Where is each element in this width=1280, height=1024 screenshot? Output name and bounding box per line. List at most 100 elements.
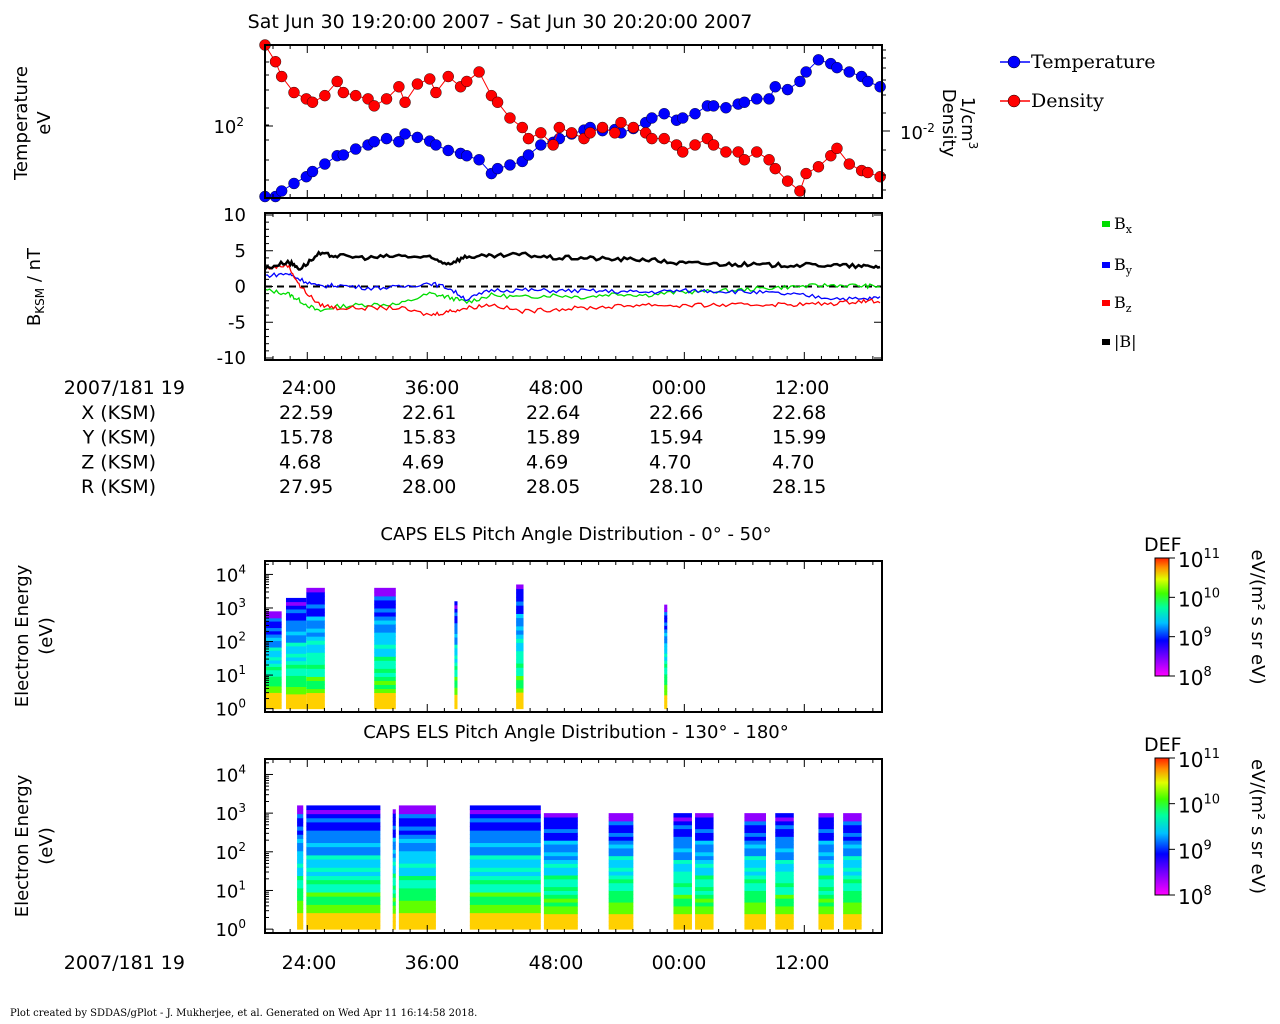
temperature-point — [504, 159, 516, 171]
spectrogram-cell — [265, 705, 282, 710]
spectrogram-cell — [469, 879, 541, 885]
spectrogram-cell — [306, 925, 381, 930]
spectrogram-cell — [285, 620, 307, 625]
colorbar-tick-label: 109 — [1178, 626, 1212, 651]
spectrogram-cell — [469, 916, 541, 922]
spectrogram-cell — [818, 898, 834, 903]
spectrogram-cell — [608, 871, 634, 876]
spectrogram-cell — [306, 879, 381, 885]
time-tick-label: 48:00 — [529, 377, 584, 399]
spectrogram-cell — [306, 688, 325, 694]
spectrogram-cell — [392, 841, 396, 846]
spectrogram-cell — [818, 844, 834, 849]
spectrogram-cell — [695, 863, 714, 868]
temperature-point — [862, 75, 874, 88]
spectrogram-cell — [843, 813, 862, 818]
spectrogram-cell — [306, 692, 325, 698]
spectrogram-cell — [673, 875, 692, 880]
spectrogram-cell — [843, 867, 862, 872]
colorbar-tick-base: 10 — [1178, 666, 1203, 690]
temperature-point — [843, 66, 855, 78]
spectrogram-cell — [306, 875, 381, 881]
density-point — [738, 154, 751, 166]
density-point — [769, 162, 781, 175]
spectrogram-cell — [374, 624, 396, 629]
spectrogram-cell — [297, 826, 304, 831]
colorbar-tick-base: 10 — [1178, 548, 1203, 572]
spectrogram-cell — [454, 658, 458, 663]
pad-0-50-energy-unit: (eV) — [36, 617, 57, 654]
density-point — [491, 96, 504, 108]
pad-0-50-title: CAPS ELS Pitch Angle Distribution - 0° -… — [380, 524, 771, 545]
spectrogram-cell — [843, 902, 862, 907]
spectrogram-cell — [454, 665, 458, 670]
energy-tick-base: 10 — [215, 666, 238, 687]
spectrogram-cell — [543, 913, 578, 919]
spectrogram-cell — [285, 642, 307, 647]
density-point — [380, 93, 393, 105]
energy-tick-exponent: 0 — [238, 697, 246, 711]
spectrogram-cell — [744, 878, 767, 884]
spectrogram-cell — [374, 636, 396, 641]
spectrogram-cell — [374, 664, 396, 669]
spectrogram-cell — [285, 612, 307, 617]
spectrogram-cell — [608, 863, 634, 868]
spectrogram-cell — [608, 917, 634, 922]
spectrogram-cell — [843, 844, 862, 849]
spectrogram-cell — [469, 805, 541, 811]
spectrogram-cell — [454, 604, 458, 609]
spectrogram-cell — [818, 828, 834, 833]
spectrogram-cell — [744, 820, 767, 826]
spectrogram-cell — [744, 840, 767, 845]
spectrogram-cell — [744, 917, 767, 922]
spectrogram-cell — [673, 836, 692, 841]
spectrogram-cell — [608, 855, 634, 861]
spectrogram-cell — [285, 623, 307, 628]
density-point — [689, 139, 701, 151]
energy-tick-label: 104 — [215, 562, 246, 586]
spectrogram-cell — [673, 817, 692, 822]
spectrogram-cell — [664, 698, 668, 703]
spectrogram-cell — [306, 696, 325, 702]
spectrogram-cell — [843, 871, 862, 876]
spectrogram-cell — [398, 920, 436, 926]
energy-tick-exponent: 3 — [238, 596, 246, 610]
temperature-point — [473, 154, 485, 166]
spectrogram-cell — [469, 838, 541, 844]
spectrogram-cell — [775, 859, 794, 864]
spectrogram-cell — [543, 875, 578, 880]
ephemeris-value: 28.05 — [526, 476, 580, 498]
colorbar-tick-base: 10 — [1178, 885, 1203, 909]
temperature-point — [399, 128, 411, 140]
colorbar-tick-label: 1011 — [1178, 747, 1220, 772]
spectrogram-cell — [843, 859, 862, 864]
spectrogram-cell — [543, 832, 578, 837]
temperature-point — [874, 81, 886, 93]
spectrogram-cell — [818, 817, 834, 822]
spectrogram-cell — [285, 616, 307, 621]
density-point — [720, 146, 732, 158]
spectrogram-cell — [673, 847, 692, 853]
density-point — [331, 75, 343, 88]
spectrogram-cell — [516, 650, 524, 656]
spectrogram-cell — [664, 694, 668, 699]
spectrogram-cell — [608, 925, 634, 930]
spectrogram-cell — [695, 902, 714, 907]
bottom-time-tick-label: 00:00 — [652, 952, 707, 974]
spectrogram-cell — [744, 824, 767, 830]
ephemeris-row-label: Z (KSM) — [81, 451, 156, 473]
spectrogram-cell — [608, 820, 634, 826]
temperature-point — [677, 112, 689, 124]
spectrogram-cell — [664, 670, 668, 675]
spectrogram-cell — [306, 656, 325, 661]
temperature-point — [689, 108, 701, 120]
spectrogram-cell — [843, 817, 862, 822]
density-point — [399, 96, 411, 108]
energy-tick-base: 10 — [215, 633, 238, 654]
spectrogram-cell — [374, 684, 396, 690]
spectrogram-cell — [297, 916, 304, 922]
spectrogram-cell — [516, 671, 524, 677]
bz-legend-marker — [1102, 300, 1110, 306]
spectrogram-cell — [306, 648, 325, 653]
spectrogram-cell — [673, 917, 692, 922]
